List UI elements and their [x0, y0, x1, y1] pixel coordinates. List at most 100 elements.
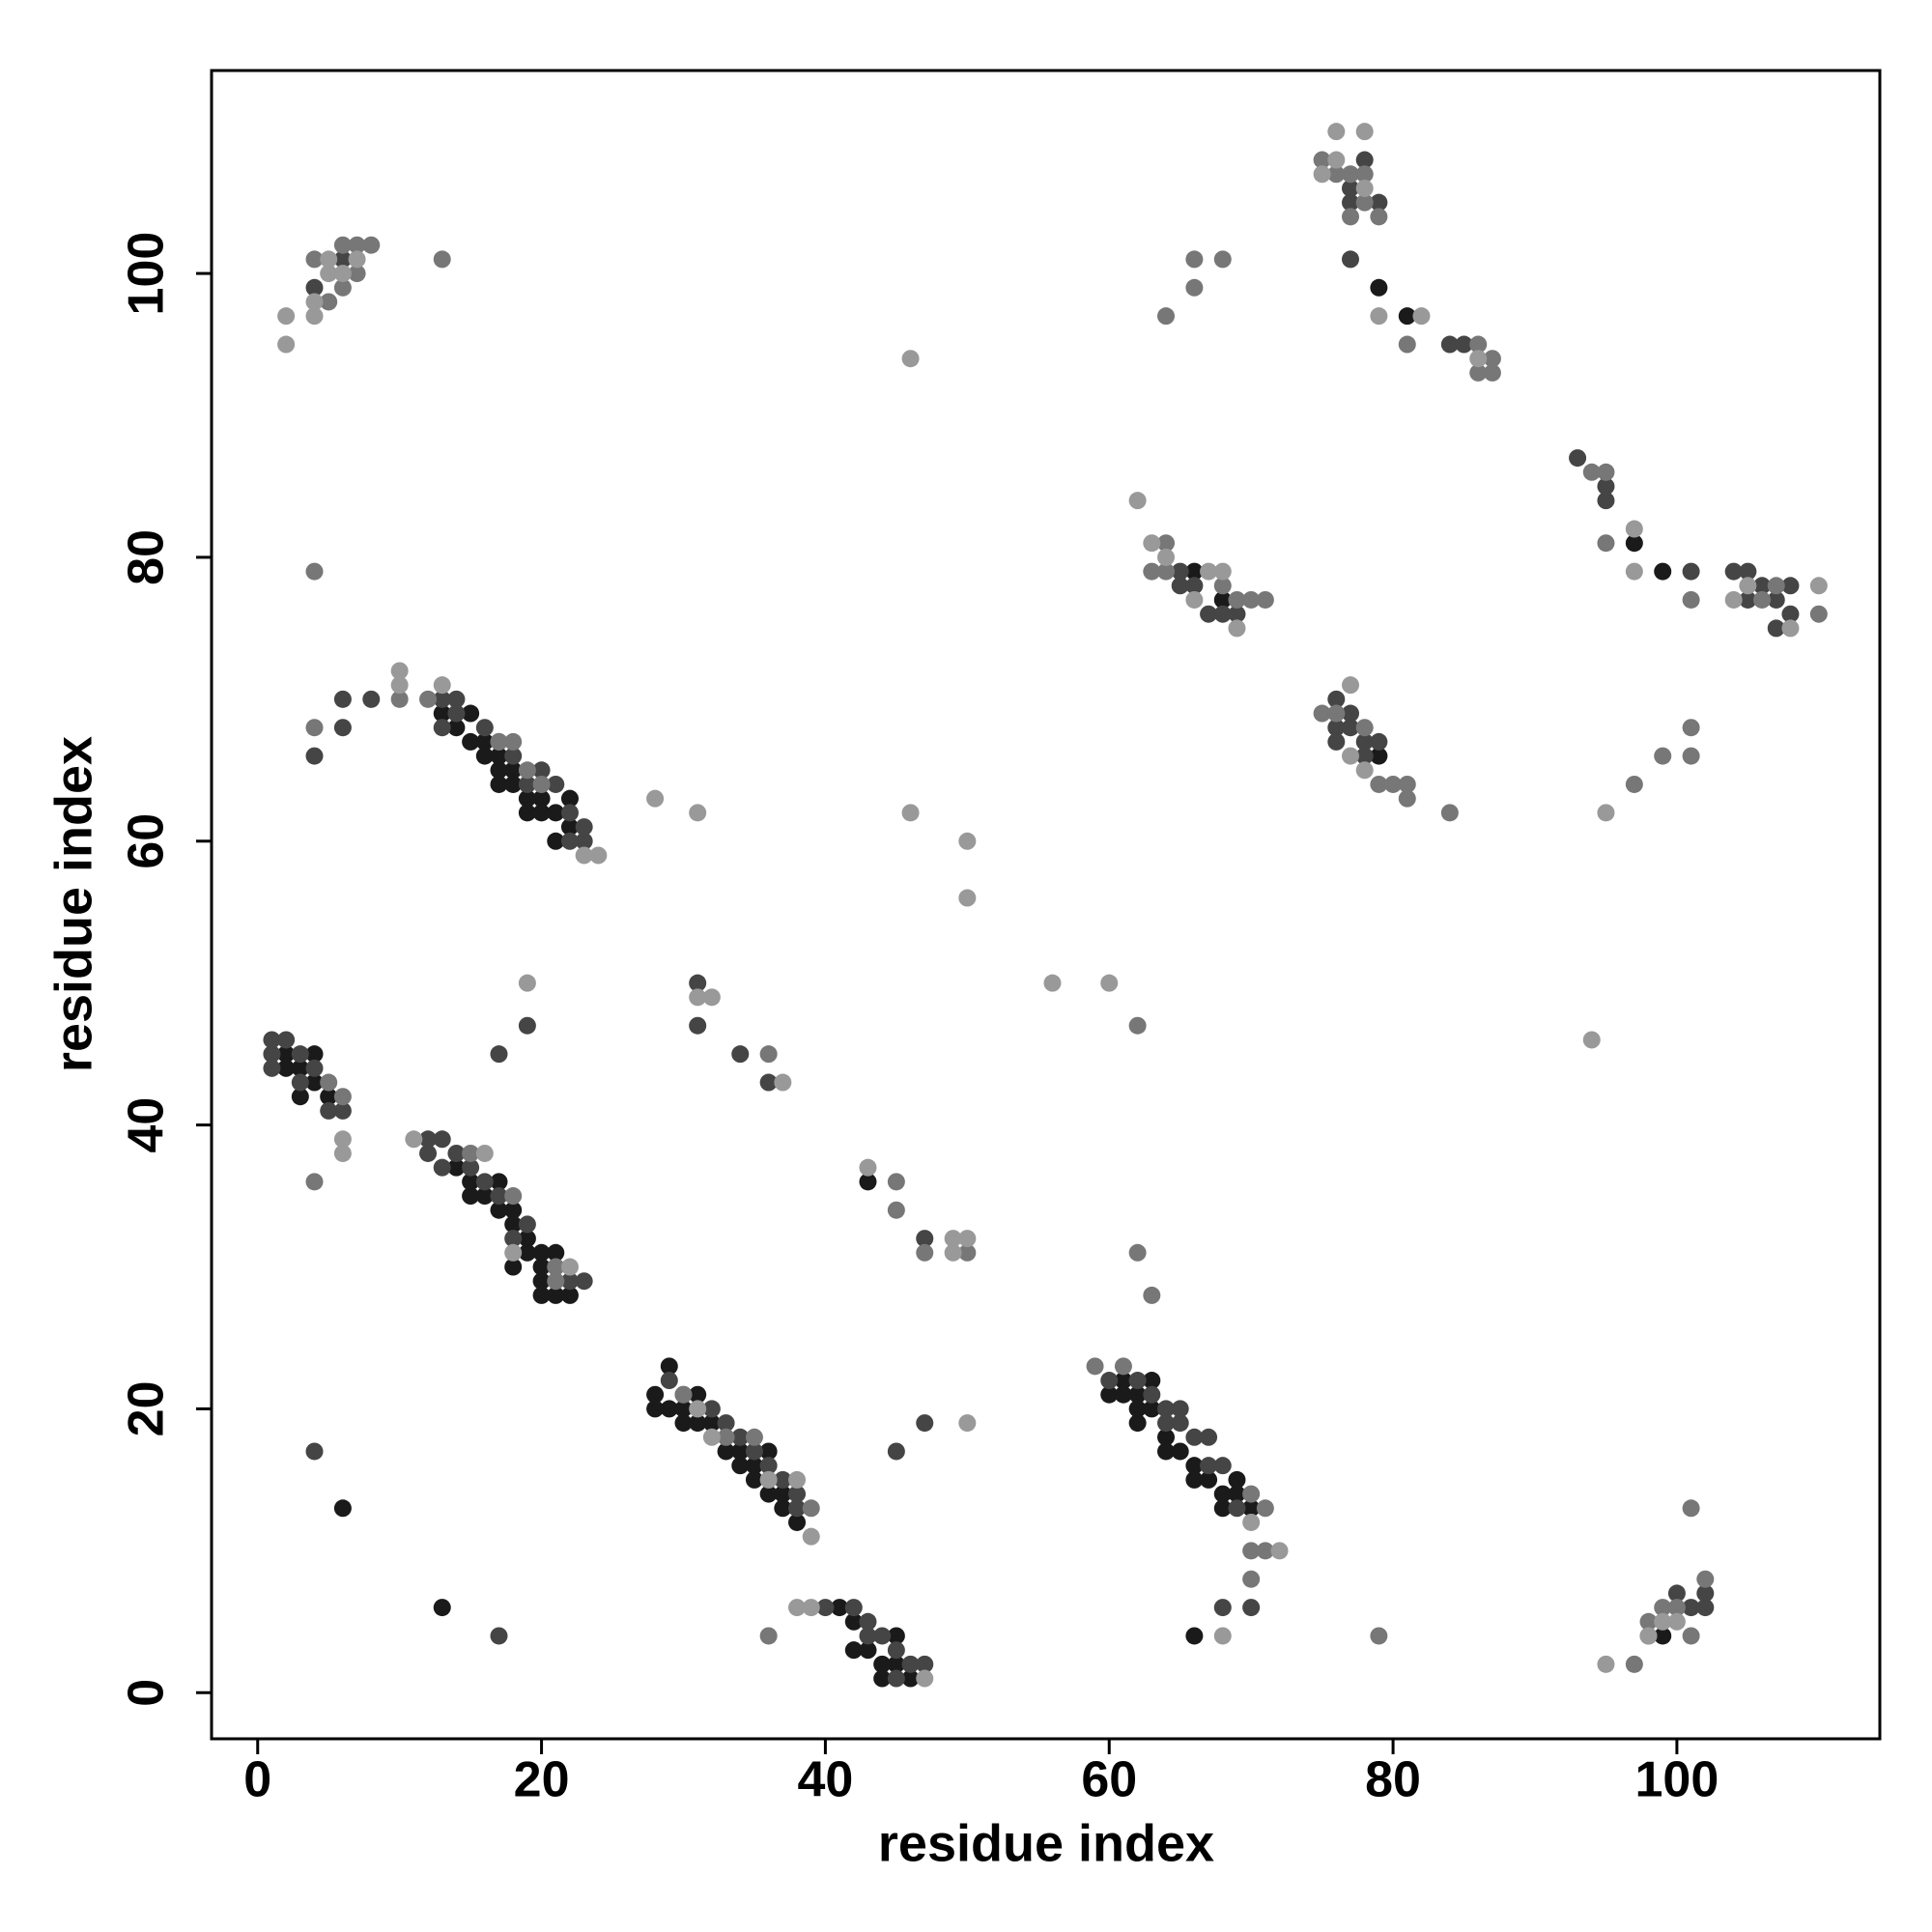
point: [887, 1669, 905, 1688]
point: [1696, 1570, 1715, 1588]
point: [1256, 1542, 1274, 1560]
point: [333, 278, 352, 297]
point: [277, 307, 296, 326]
point: [1639, 1612, 1658, 1631]
point: [887, 1655, 905, 1673]
point: [689, 988, 707, 1007]
point: [433, 1158, 451, 1177]
point: [788, 1485, 807, 1503]
point: [731, 1457, 750, 1475]
point: [1143, 534, 1161, 553]
point: [859, 1627, 877, 1645]
point: [1370, 747, 1388, 765]
point: [1654, 1612, 1672, 1631]
point: [745, 1442, 763, 1461]
point: [731, 1442, 750, 1461]
point: [518, 775, 536, 793]
point: [1342, 250, 1360, 269]
point: [277, 1045, 296, 1064]
point: [1739, 577, 1757, 595]
point: [405, 1130, 423, 1149]
point: [1157, 1442, 1176, 1461]
point: [958, 1230, 977, 1248]
point: [859, 1173, 877, 1191]
point: [1200, 1428, 1218, 1446]
point: [1342, 704, 1360, 723]
point: [1469, 350, 1488, 368]
point: [1200, 1457, 1218, 1475]
point: [759, 1470, 778, 1489]
point: [1370, 208, 1388, 226]
point: [1654, 562, 1672, 581]
point: [717, 1414, 735, 1433]
point: [518, 1016, 536, 1035]
point: [532, 789, 551, 808]
point: [433, 1130, 451, 1149]
point: [305, 1442, 324, 1461]
point: [433, 676, 451, 695]
point: [1213, 562, 1232, 581]
point: [291, 1059, 309, 1077]
point: [462, 1158, 480, 1177]
point: [774, 1470, 792, 1489]
point: [560, 1258, 579, 1276]
point: [1313, 151, 1331, 169]
point: [1398, 335, 1416, 354]
point: [1128, 1243, 1147, 1262]
point: [702, 1400, 721, 1418]
point: [333, 690, 352, 708]
point: [291, 1073, 309, 1092]
point: [589, 846, 608, 865]
point: [1100, 974, 1119, 992]
point: [320, 1101, 338, 1120]
point: [305, 1173, 324, 1191]
point: [660, 1400, 678, 1418]
point: [816, 1599, 835, 1617]
point: [518, 804, 536, 822]
point: [887, 1201, 905, 1219]
point: [1228, 1470, 1246, 1489]
point: [944, 1243, 962, 1262]
point: [1157, 1400, 1176, 1418]
point: [759, 1457, 778, 1475]
point: [1143, 1385, 1161, 1404]
point: [759, 1073, 778, 1092]
point: [1753, 590, 1772, 609]
y-tick-label: 80: [119, 529, 175, 585]
point: [305, 293, 324, 311]
point: [504, 761, 523, 780]
point: [504, 732, 523, 751]
point: [1114, 1385, 1132, 1404]
point: [475, 1144, 494, 1162]
point: [1157, 307, 1176, 326]
point: [291, 1045, 309, 1064]
point: [1597, 463, 1615, 481]
point: [575, 846, 593, 865]
point: [901, 804, 920, 822]
point: [518, 1215, 536, 1234]
point: [1242, 1499, 1261, 1518]
point: [1682, 562, 1700, 581]
point: [702, 988, 721, 1007]
point: [887, 1641, 905, 1660]
point: [1256, 590, 1274, 609]
point: [1143, 562, 1161, 581]
point: [1809, 605, 1828, 623]
point: [1654, 1627, 1672, 1645]
point: [419, 1130, 438, 1149]
point: [887, 1627, 905, 1645]
point: [305, 1059, 324, 1077]
point: [1582, 463, 1601, 481]
point: [532, 1286, 551, 1304]
point: [731, 1428, 750, 1446]
point: [1213, 605, 1232, 623]
point: [731, 1045, 750, 1064]
point: [1809, 577, 1828, 595]
point: [1228, 590, 1246, 609]
point: [1355, 719, 1374, 737]
point: [447, 1144, 466, 1162]
point: [689, 1400, 707, 1418]
point: [447, 1158, 466, 1177]
point: [390, 662, 409, 680]
x-tick-label: 100: [1635, 1752, 1719, 1808]
